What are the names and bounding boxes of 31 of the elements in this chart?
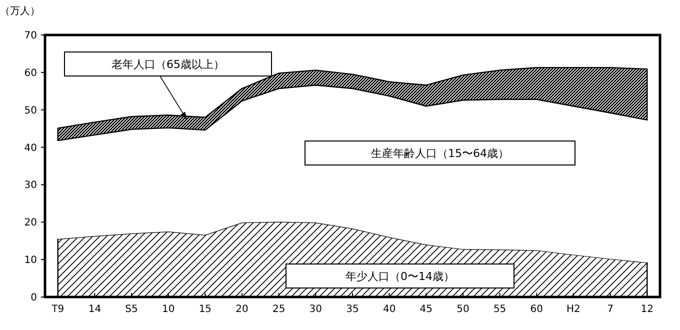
y-tick-label: 30 (24, 180, 37, 192)
label-box: 生産年齢人口（15〜64歳） (304, 140, 576, 166)
y-tick-label: 50 (24, 105, 37, 116)
x-tick-label: 15 (198, 304, 212, 315)
series-label: 年少人口（0〜14歳） (346, 270, 454, 283)
x-tick-label: 50 (456, 304, 470, 315)
y-tick-label: 20 (24, 218, 37, 229)
x-tick-label: 35 (346, 304, 359, 315)
x-tick-label: 12 (640, 304, 654, 315)
x-tick-label: T9 (50, 304, 64, 315)
series-label: 生産年齢人口（15〜64歳） (371, 146, 509, 160)
x-tick-label: 40 (382, 304, 396, 315)
x-tick-label: 7 (607, 304, 614, 315)
label-box: 老年人口（65歳以上） (64, 52, 272, 76)
y-tick-label: 10 (24, 255, 37, 266)
x-tick-label: H2 (566, 304, 580, 315)
x-tick-label: 10 (162, 304, 175, 315)
y-axis-title: （万人） (0, 6, 40, 17)
y-tick-label: 60 (24, 68, 37, 79)
y-tick-label: 0 (30, 292, 37, 304)
x-tick-label: S5 (125, 304, 138, 315)
x-tick-label: 20 (236, 304, 248, 315)
x-tick-label: 60 (530, 304, 543, 315)
x-tick-label: 14 (88, 304, 102, 315)
x-tick-label: 30 (309, 304, 322, 315)
x-tick-label: 55 (493, 304, 506, 315)
label-box: 年少人口（0〜14歳） (286, 264, 514, 288)
y-tick-label: 40 (24, 142, 37, 154)
x-tick-label: 45 (420, 304, 433, 315)
y-tick-label: 70 (24, 30, 37, 42)
x-tick-label: 25 (272, 304, 286, 315)
